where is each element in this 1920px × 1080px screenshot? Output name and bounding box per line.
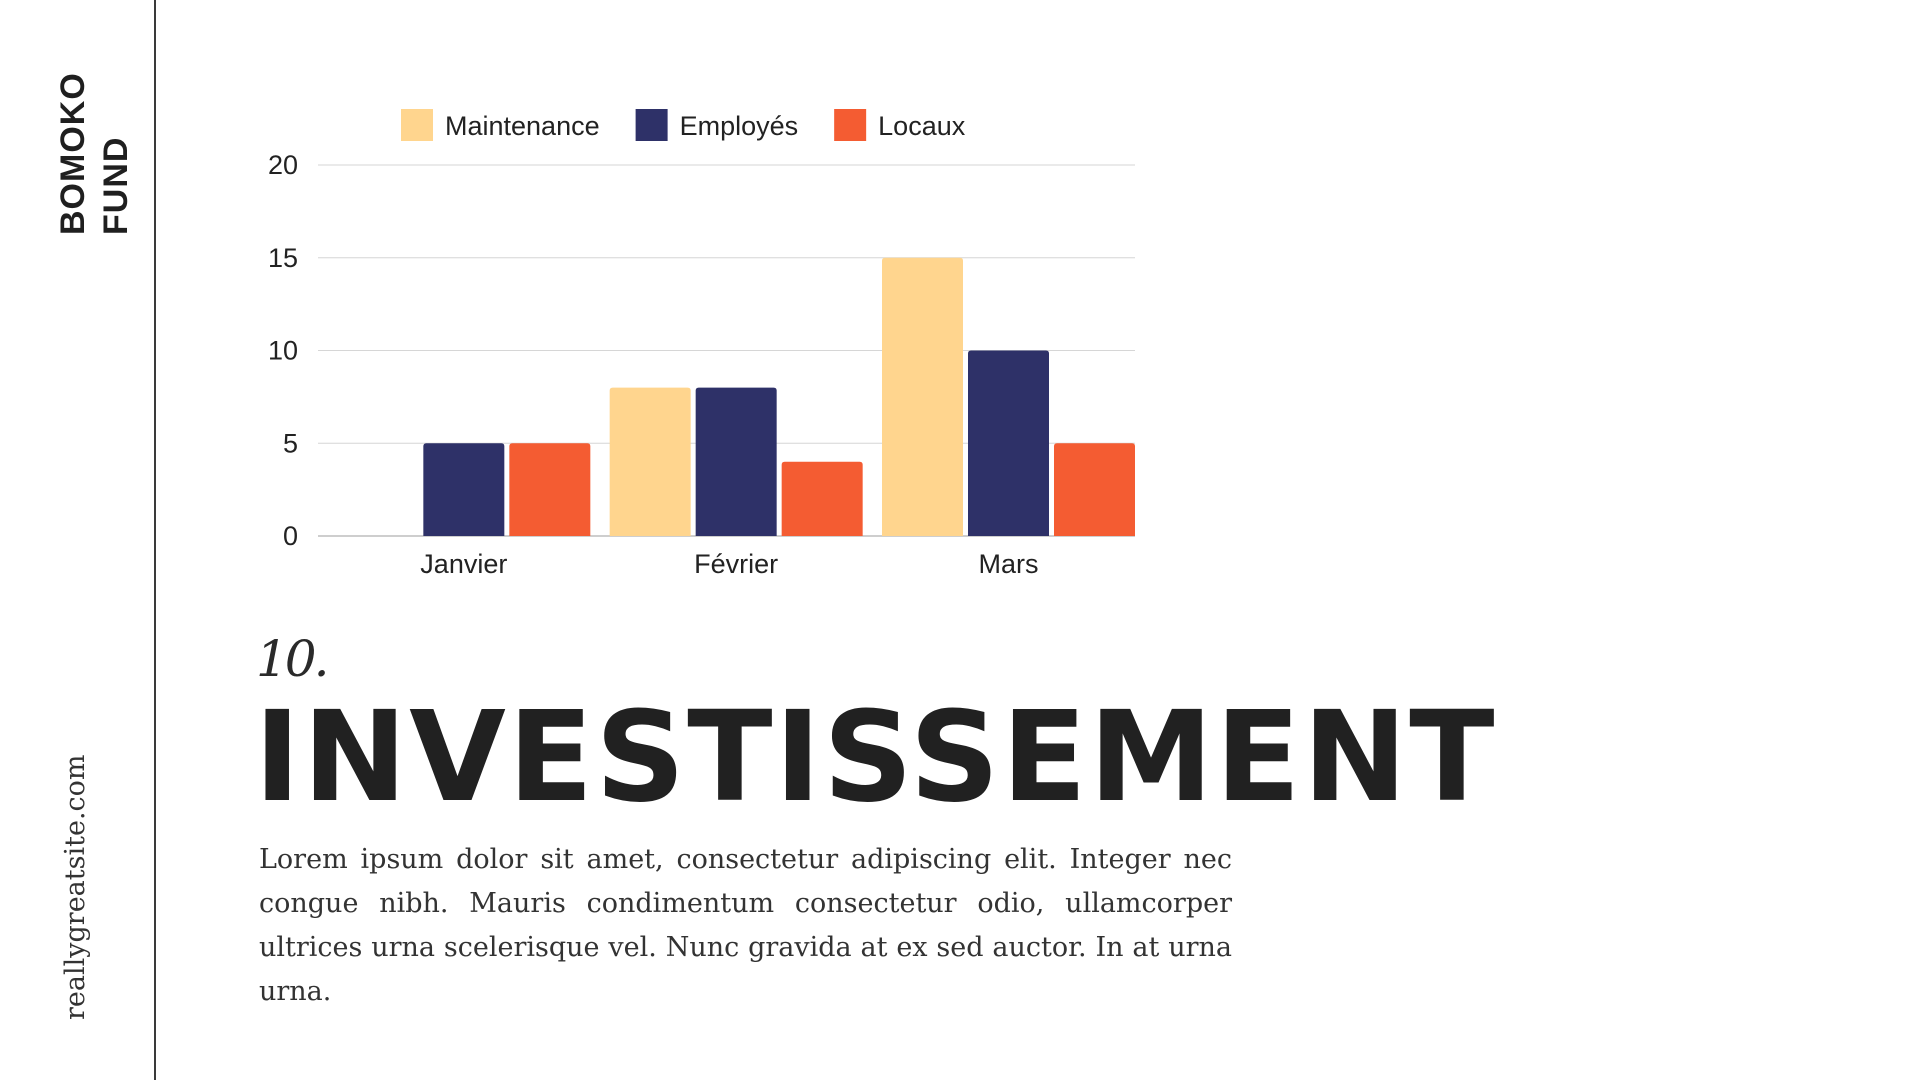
x-tick-label: Janvier (420, 549, 507, 579)
legend-label: Employés (680, 111, 799, 141)
bar-employés-mars (968, 350, 1049, 536)
page-title: INVESTISSEMENT (254, 685, 1497, 830)
sidebar-divider (154, 0, 156, 1080)
x-tick-label: Février (694, 549, 778, 579)
y-tick-label: 0 (283, 521, 298, 551)
y-tick-label: 10 (268, 336, 298, 366)
brand-line-2: FUND (97, 136, 135, 235)
bar-maintenance-mars (882, 257, 963, 536)
bar-locaux-janvier (509, 443, 591, 536)
body-paragraph: Lorem ipsum dolor sit amet, consectetur … (259, 844, 1232, 1007)
y-tick-label: 15 (268, 243, 298, 273)
bar-locaux-février (781, 461, 863, 536)
section-number: 10. (256, 630, 330, 688)
legend-swatch (401, 109, 433, 141)
bar-employés-janvier (423, 443, 505, 536)
y-tick-label: 20 (268, 150, 298, 180)
x-tick-label: Mars (979, 549, 1039, 579)
bar-employés-février (695, 387, 777, 536)
bar-maintenance-février (609, 387, 691, 536)
brand-logo: BOMOKO FUND (52, 72, 138, 235)
website-url[interactable]: reallygreatsite.com (60, 754, 91, 1020)
legend-swatch (635, 109, 668, 141)
legend-swatch (834, 109, 867, 141)
bar-chart: 0 5 10 15 20 Janvier Février Mars Maintenance Emp… (268, 109, 1135, 579)
bar-locaux-mars (1054, 443, 1135, 536)
legend-label: Locaux (878, 111, 966, 141)
brand-line-1: BOMOKO (54, 72, 92, 235)
legend-label: Maintenance (445, 111, 600, 141)
y-tick-label: 5 (283, 428, 298, 458)
